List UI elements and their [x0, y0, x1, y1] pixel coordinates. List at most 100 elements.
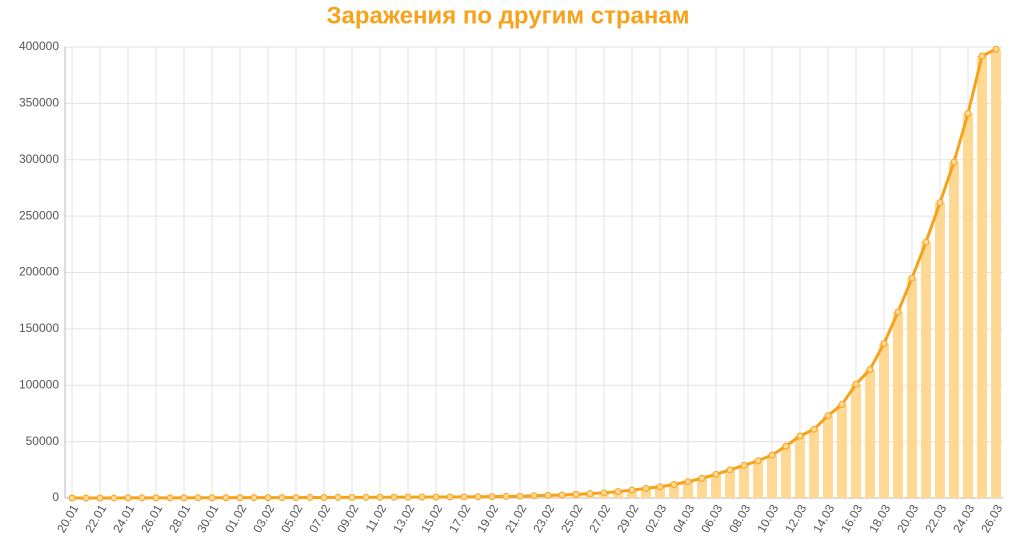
- point: [139, 495, 145, 501]
- x-tick-label: 21.02: [502, 502, 529, 535]
- y-tick-label: 50000: [26, 434, 60, 448]
- point: [867, 366, 873, 372]
- point: [223, 495, 229, 501]
- point: [307, 495, 313, 501]
- point: [125, 495, 131, 501]
- x-tick-label: 23.02: [530, 502, 557, 535]
- point: [587, 491, 593, 497]
- point: [83, 495, 89, 501]
- point: [993, 46, 999, 52]
- point: [545, 492, 551, 498]
- point: [839, 401, 845, 407]
- point: [573, 491, 579, 497]
- x-tick-label: 22.03: [922, 502, 949, 535]
- point: [391, 494, 397, 500]
- point: [517, 493, 523, 499]
- point: [965, 111, 971, 117]
- bar: [753, 461, 763, 498]
- point: [503, 493, 509, 499]
- bar: [711, 474, 721, 498]
- bar: [795, 436, 805, 498]
- x-tick-label: 26.03: [978, 502, 1005, 535]
- x-tick-label: 01.02: [222, 502, 249, 535]
- bar: [921, 242, 931, 498]
- chart-title: Заражения по другим странам: [327, 2, 690, 29]
- point: [643, 485, 649, 491]
- point: [209, 495, 215, 501]
- bar: [949, 162, 959, 498]
- point: [405, 494, 411, 500]
- x-tick-label: 12.03: [782, 502, 809, 535]
- point: [167, 495, 173, 501]
- point: [881, 341, 887, 347]
- x-tick-label: 30.01: [194, 502, 221, 535]
- x-tick-label: 02.03: [642, 502, 669, 535]
- point: [111, 495, 117, 501]
- x-tick-label: 13.02: [390, 502, 417, 535]
- point: [559, 492, 565, 498]
- bar: [725, 470, 735, 498]
- x-tick-label: 24.03: [950, 502, 977, 535]
- point: [825, 413, 831, 419]
- point: [811, 426, 817, 432]
- point: [195, 495, 201, 501]
- point: [923, 239, 929, 245]
- point: [461, 494, 467, 500]
- bar: [739, 465, 749, 498]
- point: [797, 433, 803, 439]
- point: [475, 494, 481, 500]
- point: [755, 458, 761, 464]
- y-tick-label: 250000: [19, 208, 59, 222]
- point: [783, 443, 789, 449]
- point: [447, 494, 453, 500]
- point: [895, 309, 901, 315]
- point: [335, 494, 341, 500]
- point: [951, 159, 957, 165]
- point: [265, 495, 271, 501]
- point: [531, 493, 537, 499]
- y-tick-label: 150000: [19, 321, 59, 335]
- y-tick-label: 350000: [19, 96, 59, 110]
- y-tick-label: 0: [52, 490, 59, 504]
- bar: [893, 312, 903, 498]
- point: [685, 479, 691, 485]
- point: [293, 495, 299, 501]
- x-tick-label: 19.02: [474, 502, 501, 535]
- point: [377, 494, 383, 500]
- point: [97, 495, 103, 501]
- point: [251, 495, 257, 501]
- point: [237, 495, 243, 501]
- point: [713, 471, 719, 477]
- x-tick-label: 08.03: [726, 502, 753, 535]
- point: [741, 462, 747, 468]
- point: [909, 275, 915, 281]
- x-tick-label: 15.02: [418, 502, 445, 535]
- x-tick-label: 05.02: [278, 502, 305, 535]
- bar: [823, 416, 833, 498]
- point: [153, 495, 159, 501]
- bar: [865, 369, 875, 498]
- x-tick-label: 10.03: [754, 502, 781, 535]
- x-tick-label: 14.03: [810, 502, 837, 535]
- point: [657, 484, 663, 490]
- x-tick-label: 17.02: [446, 502, 473, 535]
- bar: [851, 384, 861, 498]
- point: [699, 475, 705, 481]
- point: [349, 494, 355, 500]
- point: [853, 381, 859, 387]
- x-tick-label: 09.02: [334, 502, 361, 535]
- point: [601, 490, 607, 496]
- point: [363, 494, 369, 500]
- bar: [963, 114, 973, 498]
- point: [181, 495, 187, 501]
- bar: [781, 446, 791, 498]
- point: [979, 53, 985, 59]
- point: [321, 494, 327, 500]
- x-tick-label: 29.02: [614, 502, 641, 535]
- x-tick-label: 26.01: [138, 502, 165, 535]
- point: [727, 467, 733, 473]
- point: [615, 489, 621, 495]
- point: [279, 495, 285, 501]
- point: [937, 200, 943, 206]
